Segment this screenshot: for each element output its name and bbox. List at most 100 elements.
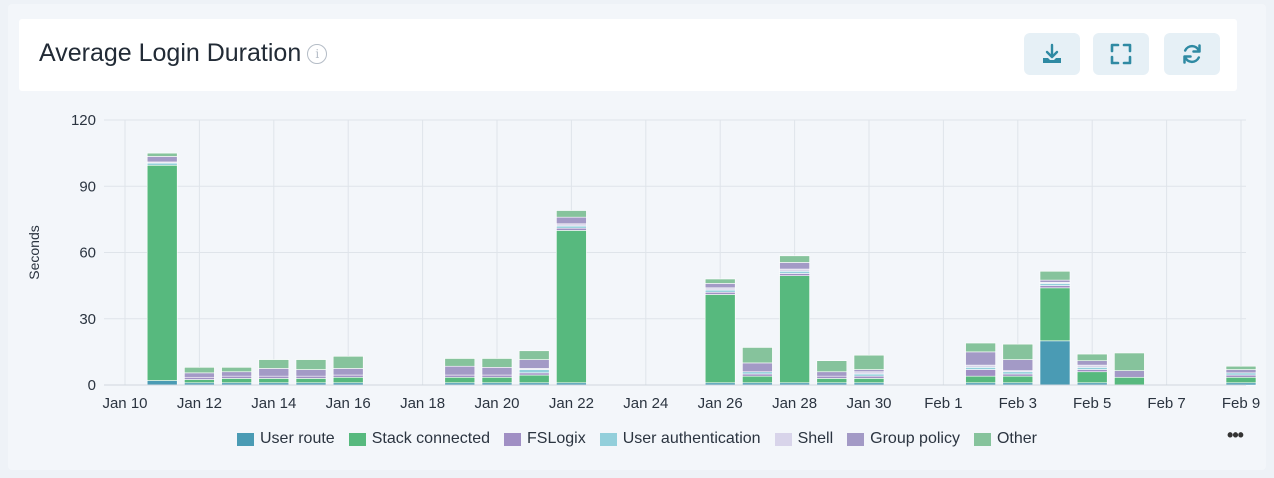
bar-segment-fslogix[interactable] xyxy=(1076,369,1108,373)
bar-segment-fslogix[interactable] xyxy=(1039,285,1071,289)
bar-segment-stack-connected[interactable] xyxy=(556,230,587,384)
bar-segment-group-policy[interactable] xyxy=(816,371,848,377)
bar-segment-user-authentication[interactable] xyxy=(779,270,810,274)
bar-segment-fslogix[interactable] xyxy=(444,374,476,378)
bar-segment-group-policy[interactable] xyxy=(258,368,290,377)
bar-segment-user-authentication[interactable] xyxy=(965,367,996,370)
bar-segment-stack-connected[interactable] xyxy=(1114,376,1145,386)
bar-segment-fslogix[interactable] xyxy=(704,291,736,295)
info-icon[interactable]: i xyxy=(307,44,328,65)
bar-segment-fslogix[interactable] xyxy=(1225,374,1257,378)
bar-segment-group-policy[interactable] xyxy=(1076,360,1108,366)
bar-segment-group-policy[interactable] xyxy=(1002,359,1034,371)
bar-segment-shell[interactable] xyxy=(556,223,587,227)
bar-segment-fslogix[interactable] xyxy=(332,374,364,378)
bar-segment-other[interactable] xyxy=(518,350,550,360)
bar-segment-fslogix[interactable] xyxy=(965,369,996,377)
refresh-button[interactable] xyxy=(1164,33,1220,75)
bar-segment-fslogix[interactable] xyxy=(481,374,513,378)
bar-segment-other[interactable] xyxy=(1076,353,1108,362)
bar-segment-group-policy[interactable] xyxy=(444,365,476,376)
bar-segment-group-policy[interactable] xyxy=(965,351,996,366)
bar-segment-other[interactable] xyxy=(1225,365,1257,370)
bar-segment-group-policy[interactable] xyxy=(332,368,364,376)
bar-segment-group-policy[interactable] xyxy=(295,369,327,377)
bar-segment-other[interactable] xyxy=(1114,352,1145,371)
bar-segment-user-authentication[interactable] xyxy=(1076,367,1108,370)
bar-segment-stack-connected[interactable] xyxy=(444,376,476,384)
bar-segment-other[interactable] xyxy=(853,354,885,370)
bar-segment-shell[interactable] xyxy=(965,364,996,368)
more-options-button[interactable]: ••• xyxy=(1227,425,1244,445)
bar-segment-group-policy[interactable] xyxy=(518,359,550,369)
bar-segment-shell[interactable] xyxy=(853,371,885,375)
bar-segment-stack-connected[interactable] xyxy=(853,378,885,384)
bar-segment-stack-connected[interactable] xyxy=(258,378,290,384)
bar-segment-stack-connected[interactable] xyxy=(704,294,736,384)
bar-segment-stack-connected[interactable] xyxy=(481,376,513,384)
bar-segment-shell[interactable] xyxy=(704,287,736,291)
bar-segment-user-authentication[interactable] xyxy=(1225,372,1257,376)
bar-segment-stack-connected[interactable] xyxy=(146,164,178,381)
bar-segment-user-authentication[interactable] xyxy=(518,369,550,374)
bar-segment-stack-connected[interactable] xyxy=(221,378,252,384)
bar-segment-stack-connected[interactable] xyxy=(518,374,550,384)
bar-segment-other[interactable] xyxy=(779,255,810,263)
bar-segment-fslogix[interactable] xyxy=(518,372,550,376)
bar-segment-fslogix[interactable] xyxy=(853,375,885,379)
bar-segment-stack-connected[interactable] xyxy=(965,375,996,384)
bar-segment-stack-connected[interactable] xyxy=(1076,371,1108,384)
download-button[interactable] xyxy=(1024,33,1080,75)
bar-segment-group-policy[interactable] xyxy=(853,369,885,373)
bar-segment-user-authentication[interactable] xyxy=(853,373,885,377)
bar-segment-group-policy[interactable] xyxy=(184,372,215,378)
bar-segment-stack-connected[interactable] xyxy=(779,275,810,384)
bar-segment-user-authentication[interactable] xyxy=(704,289,736,293)
bar-segment-stack-connected[interactable] xyxy=(1039,287,1071,342)
bar-segment-fslogix[interactable] xyxy=(184,376,215,380)
bar-segment-other[interactable] xyxy=(816,360,848,373)
bar-segment-stack-connected[interactable] xyxy=(1225,376,1257,384)
bar-segment-other[interactable] xyxy=(221,367,252,373)
bar-segment-user-authentication[interactable] xyxy=(146,162,178,166)
legend-item-user-authentication[interactable]: User authentication xyxy=(599,430,761,448)
bar-segment-group-policy[interactable] xyxy=(556,216,587,225)
bar-segment-other[interactable] xyxy=(1002,343,1034,360)
bar-segment-group-policy[interactable] xyxy=(221,371,252,377)
bar-segment-fslogix[interactable] xyxy=(221,375,252,379)
bar-segment-other[interactable] xyxy=(444,358,476,367)
legend-item-stack-connected[interactable]: Stack connected xyxy=(348,430,490,448)
legend-item-group-policy[interactable]: Group policy xyxy=(847,430,960,448)
bar-segment-fslogix[interactable] xyxy=(779,273,810,276)
bar-segment-stack-connected[interactable] xyxy=(295,378,327,384)
bar-segment-other[interactable] xyxy=(481,358,513,368)
bar-segment-stack-connected[interactable] xyxy=(1002,375,1034,384)
bar-segment-user-route[interactable] xyxy=(1039,340,1071,386)
bar-segment-other[interactable] xyxy=(1039,270,1071,281)
bar-segment-group-policy[interactable] xyxy=(704,283,736,289)
bar-segment-group-policy[interactable] xyxy=(1225,369,1257,374)
bar-segment-other[interactable] xyxy=(742,347,773,364)
bar-segment-group-policy[interactable] xyxy=(1114,370,1145,378)
bar-segment-user-authentication[interactable] xyxy=(1002,371,1034,375)
bar-segment-other[interactable] xyxy=(556,210,587,218)
legend-item-other[interactable]: Other xyxy=(973,430,1037,448)
bar-segment-fslogix[interactable] xyxy=(816,375,848,379)
bar-segment-user-route[interactable] xyxy=(146,380,178,386)
bar-segment-fslogix[interactable] xyxy=(258,375,290,379)
bar-segment-stack-connected[interactable] xyxy=(816,378,848,384)
bar-segment-fslogix[interactable] xyxy=(1002,373,1034,377)
bar-segment-group-policy[interactable] xyxy=(742,362,773,373)
bar-segment-other[interactable] xyxy=(704,278,736,284)
bars[interactable] xyxy=(146,152,1257,386)
bar-segment-other[interactable] xyxy=(965,342,996,353)
bar-segment-group-policy[interactable] xyxy=(779,262,810,270)
bar-segment-stack-connected[interactable] xyxy=(184,379,215,384)
legend-item-shell[interactable]: Shell xyxy=(774,430,833,448)
bar-segment-stack-connected[interactable] xyxy=(332,376,364,384)
fullscreen-button[interactable] xyxy=(1093,33,1149,75)
bar-segment-fslogix[interactable] xyxy=(295,375,327,379)
bar-segment-group-policy[interactable] xyxy=(146,156,178,163)
bar-segment-shell[interactable] xyxy=(779,268,810,272)
bar-segment-other[interactable] xyxy=(295,359,327,370)
